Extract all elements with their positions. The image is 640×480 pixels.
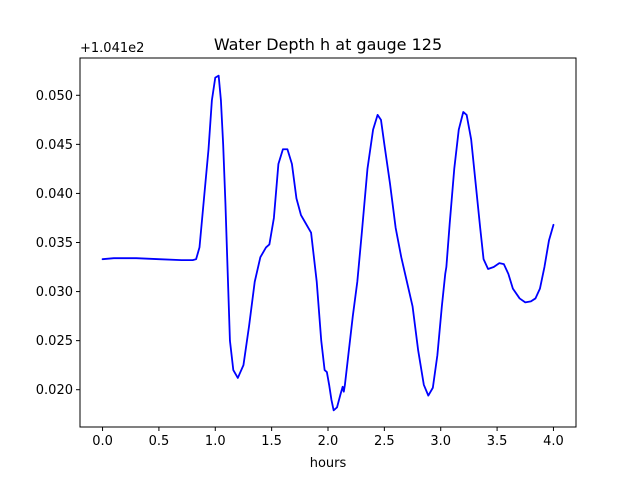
chart-title: Water Depth h at gauge 125 xyxy=(214,35,442,54)
x-tick-label: 1.0 xyxy=(205,434,226,449)
y-tick-label: 0.050 xyxy=(36,89,73,104)
x-tick-label: 1.5 xyxy=(261,434,282,449)
y-axis-offset-label: +1.041e2 xyxy=(80,41,144,56)
x-tick-label: 0.5 xyxy=(149,434,170,449)
x-tick-label: 2.0 xyxy=(318,434,339,449)
y-tick-label: 0.030 xyxy=(36,285,73,300)
y-tick-label: 0.040 xyxy=(36,187,73,202)
y-axis: 0.020 0.025 0.030 0.035 0.040 0.045 0.050 xyxy=(36,89,80,398)
x-tick-label: 2.5 xyxy=(374,434,395,449)
x-axis-label: hours xyxy=(310,456,347,471)
y-tick-label: 0.045 xyxy=(36,138,73,153)
y-tick-label: 0.035 xyxy=(36,236,73,251)
x-tick-label: 4.0 xyxy=(543,434,564,449)
x-axis: 0.0 0.5 1.0 1.5 2.0 2.5 3.0 3.5 4.0 xyxy=(92,427,564,449)
x-tick-label: 3.0 xyxy=(430,434,451,449)
x-tick-label: 0.0 xyxy=(92,434,113,449)
y-tick-label: 0.025 xyxy=(36,334,73,349)
x-tick-label: 3.5 xyxy=(487,434,508,449)
y-tick-label: 0.020 xyxy=(36,383,73,398)
plot-area xyxy=(101,74,555,412)
series-line xyxy=(101,74,555,412)
